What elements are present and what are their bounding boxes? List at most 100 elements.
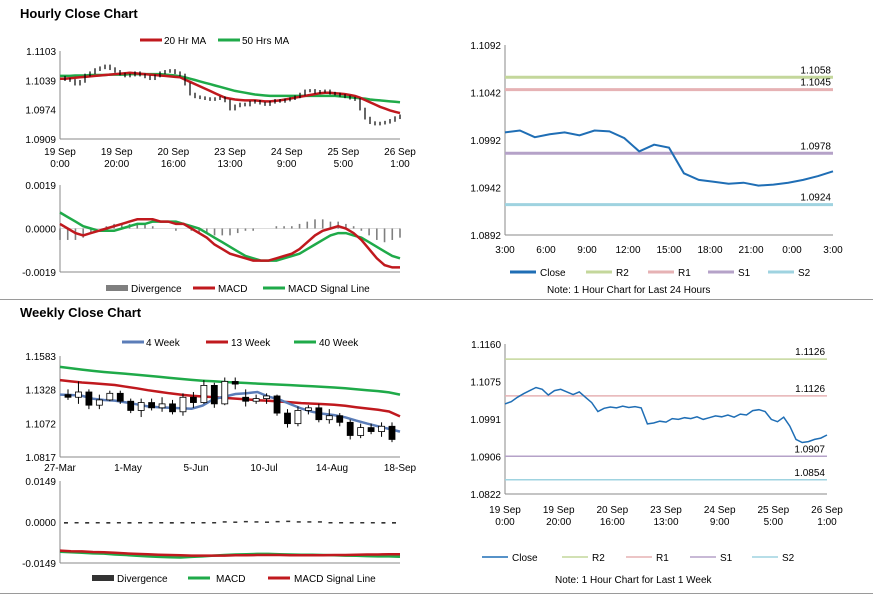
divergence-bar xyxy=(127,522,132,524)
y-tick-label: 1.1075 xyxy=(470,378,501,389)
x-tick-label: 3:00 xyxy=(495,245,515,256)
y-tick-label: -0.0019 xyxy=(22,268,56,279)
divergence-bar xyxy=(64,522,68,524)
x-tick-label: 21:00 xyxy=(738,245,763,256)
legend-macd-signal: MACD Signal Line xyxy=(288,284,370,295)
x-tick-label: 23 Sep xyxy=(214,147,246,158)
weekly-section-title: Weekly Close Chart xyxy=(20,305,142,320)
x-tick-label: 0:00 xyxy=(782,245,802,256)
candle-body xyxy=(273,395,281,414)
legend-macd: MACD xyxy=(216,574,245,585)
last-24-hours-legend: Close R2 R1 S1 S2 Note: 1 Hour Chart for… xyxy=(510,268,811,296)
candle-body xyxy=(210,385,218,405)
macd-signal-series-line xyxy=(59,549,400,557)
x-tick-label: 9:00 xyxy=(577,245,597,256)
y-tick-label: 1.1042 xyxy=(470,89,501,100)
level-label-s2: 1.0924 xyxy=(800,193,831,204)
divergence-bar xyxy=(317,521,322,523)
x-tick-label: 0:00 xyxy=(50,159,70,170)
divergence-bar xyxy=(243,520,248,523)
y-tick-label: 1.1328 xyxy=(25,386,56,397)
legend-macd-signal: MACD Signal Line xyxy=(294,574,376,585)
y-tick-label: -0.0149 xyxy=(22,559,56,570)
ma4-series-line xyxy=(59,390,401,433)
x-tick-label: 20 Sep xyxy=(157,147,189,158)
divergence-bar xyxy=(370,522,375,524)
x-tick-label: 26 Sep xyxy=(811,505,843,516)
legend-s2: S2 xyxy=(798,268,811,279)
x-tick-label: 27-Mar xyxy=(44,463,76,474)
x-tick-label: 24 Sep xyxy=(271,147,303,158)
level-label-r2: 1.1126 xyxy=(795,347,825,358)
candle-body xyxy=(200,385,208,403)
x-tick-label: 9:00 xyxy=(277,159,297,170)
weekly-price-legend: 4 Week 13 Week 40 Week xyxy=(122,338,359,349)
candle-body xyxy=(221,381,229,405)
divergence-bar xyxy=(159,522,164,524)
candle-body xyxy=(231,381,239,385)
x-tick-label: 24 Sep xyxy=(704,505,736,516)
legend-s2: S2 xyxy=(782,553,795,564)
hourly-macd-legend: Divergence MACD MACD Signal Line xyxy=(106,284,370,295)
x-tick-label: 19 Sep xyxy=(489,505,521,516)
candle-body xyxy=(325,415,333,421)
y-tick-label: 0.0000 xyxy=(25,225,56,236)
candle-body xyxy=(95,399,103,406)
candle-body xyxy=(169,403,176,413)
candle-body xyxy=(263,395,270,399)
divergence-bar xyxy=(265,521,270,523)
divergence-bar xyxy=(233,521,238,523)
x-tick-label: 3:00 xyxy=(823,245,843,256)
x-tick-label: 19 Sep xyxy=(101,147,133,158)
y-tick-label: 1.0992 xyxy=(470,136,501,147)
x-tick-label: 9:00 xyxy=(710,517,730,528)
close-series-line xyxy=(504,386,828,444)
level-label-r2: 1.1058 xyxy=(800,65,831,76)
candle-body xyxy=(137,402,145,411)
candle-body xyxy=(85,391,93,406)
y-tick-label: 0.0019 xyxy=(25,181,56,192)
candle-body xyxy=(304,407,312,411)
hourly-section-title: Hourly Close Chart xyxy=(20,6,138,21)
divergence-bar xyxy=(392,522,396,524)
x-tick-label: 13:00 xyxy=(217,159,242,170)
divergence-bar xyxy=(138,522,143,524)
divergence-bar xyxy=(212,522,217,524)
x-tick-label: 20:00 xyxy=(104,159,129,170)
y-tick-label: 1.0991 xyxy=(470,415,501,426)
ma13-series-line xyxy=(59,378,401,418)
y-tick-label: 1.0942 xyxy=(470,184,501,195)
x-tick-label: 14-Aug xyxy=(316,463,348,474)
divergence-bar xyxy=(116,522,121,524)
divergence-bar xyxy=(254,521,259,523)
legend-r1: R1 xyxy=(678,268,691,279)
divergence-bar xyxy=(201,522,206,524)
candle-body xyxy=(252,398,260,402)
legend-r2: R2 xyxy=(592,553,605,564)
x-tick-label: 18:00 xyxy=(697,245,722,256)
y-tick-label: 1.1160 xyxy=(471,340,501,351)
y-tick-label: 1.0817 xyxy=(25,453,56,464)
legend-40-week: 40 Week xyxy=(319,338,359,349)
candle-body xyxy=(367,427,375,432)
x-tick-label: 15:00 xyxy=(656,245,681,256)
legend-20hr-ma: 20 Hr MA xyxy=(164,36,207,47)
legend-4-week: 4 Week xyxy=(146,338,181,349)
x-tick-label: 20 Sep xyxy=(596,505,628,516)
close-series-line xyxy=(504,129,834,187)
divergence-bar xyxy=(296,521,301,523)
x-tick-label: 5:00 xyxy=(764,517,784,528)
candle-body xyxy=(179,396,187,413)
divergence-bar xyxy=(190,522,195,524)
macd-signal-series-line xyxy=(59,211,401,262)
x-tick-label: 5-Jun xyxy=(183,463,208,474)
x-tick-label: 16:00 xyxy=(161,159,186,170)
x-tick-label: 19 Sep xyxy=(44,147,76,158)
hourly-price-legend: 20 Hr MA 50 Hrs MA xyxy=(140,36,290,47)
legend-r1: R1 xyxy=(656,553,669,564)
divergence-bar xyxy=(360,522,365,524)
last-24-hours-note: Note: 1 Hour Chart for Last 24 Hours xyxy=(547,285,710,296)
legend-r2: R2 xyxy=(616,268,629,279)
